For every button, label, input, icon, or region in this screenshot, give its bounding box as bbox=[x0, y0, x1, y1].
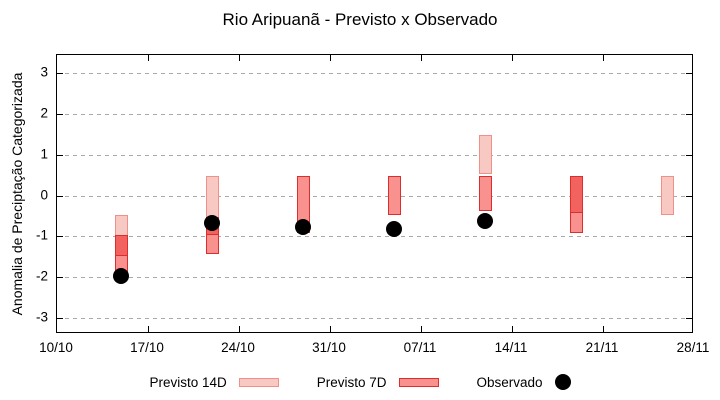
previsto-7d-bar bbox=[478, 176, 492, 211]
x-tick-mark bbox=[239, 55, 240, 61]
gridline bbox=[57, 114, 692, 116]
legend-item-observado: Observado bbox=[477, 374, 571, 390]
gridline bbox=[57, 73, 692, 75]
legend-label-previsto-14d: Previsto 14D bbox=[149, 374, 227, 390]
previsto-7d-bar bbox=[387, 176, 401, 215]
x-tick-label: 14/11 bbox=[494, 340, 528, 355]
observado-dot bbox=[477, 212, 493, 229]
previsto-overlap-bar bbox=[569, 176, 583, 213]
x-tick-mark bbox=[330, 55, 331, 61]
legend: Previsto 14D Previsto 7D Observado bbox=[0, 374, 720, 390]
y-tick-mark bbox=[686, 73, 692, 75]
y-tick-mark bbox=[686, 236, 692, 238]
x-tick-label: 28/11 bbox=[676, 340, 710, 355]
x-tick-mark bbox=[512, 55, 513, 61]
gridline bbox=[57, 195, 692, 197]
y-tick-mark bbox=[57, 114, 63, 116]
y-tick-mark bbox=[57, 195, 63, 197]
legend-item-previsto-14d: Previsto 14D bbox=[149, 374, 279, 390]
x-tick-mark bbox=[603, 326, 604, 332]
observado-dot bbox=[113, 267, 129, 284]
y-tick-mark bbox=[686, 195, 692, 197]
x-tick-mark bbox=[421, 326, 422, 332]
y-tick-mark bbox=[57, 317, 63, 319]
x-tick-label: 07/11 bbox=[403, 340, 437, 355]
y-tick-label: -2 bbox=[35, 268, 48, 284]
y-tick-mark bbox=[686, 317, 692, 319]
gridline bbox=[57, 236, 692, 238]
gridline bbox=[57, 154, 692, 156]
legend-label-previsto-7d: Previsto 7D bbox=[316, 374, 387, 390]
chart-title: Rio Aripuanã - Previsto x Observado bbox=[222, 10, 498, 29]
gridline bbox=[57, 276, 692, 278]
y-tick-mark bbox=[686, 154, 692, 156]
previsto-14d-bar bbox=[660, 176, 674, 215]
y-tick-label: 1 bbox=[40, 146, 48, 162]
x-tick-label: 31/10 bbox=[312, 340, 346, 355]
y-tick-mark bbox=[686, 276, 692, 278]
previsto-overlap-bar bbox=[114, 235, 128, 256]
previsto-14d-bar bbox=[478, 135, 492, 175]
x-tick-mark bbox=[148, 326, 149, 332]
x-tick-mark bbox=[330, 326, 331, 332]
x-tick-label: 17/10 bbox=[130, 340, 164, 355]
x-tick-label: 10/10 bbox=[39, 340, 73, 355]
previsto-7d-swatch-icon bbox=[398, 377, 439, 387]
y-tick-label: -1 bbox=[35, 227, 48, 243]
y-tick-mark bbox=[686, 114, 692, 116]
previsto-14d-swatch-icon bbox=[238, 377, 279, 387]
gridline bbox=[57, 317, 692, 319]
y-tick-label: 0 bbox=[40, 187, 48, 203]
legend-item-previsto-7d: Previsto 7D bbox=[317, 375, 439, 390]
x-tick-mark bbox=[512, 326, 513, 332]
y-tick-label: 2 bbox=[40, 105, 48, 121]
x-tick-label: 24/10 bbox=[221, 340, 255, 355]
y-tick-label: -3 bbox=[35, 309, 48, 325]
x-tick-mark bbox=[239, 326, 240, 332]
observado-dot bbox=[295, 219, 311, 236]
y-tick-mark bbox=[57, 236, 63, 238]
x-tick-mark bbox=[603, 55, 604, 61]
legend-label-observado: Observado bbox=[476, 374, 543, 390]
y-tick-label: 3 bbox=[40, 64, 48, 80]
plot-area bbox=[56, 54, 693, 333]
x-tick-mark bbox=[148, 55, 149, 61]
y-tick-mark bbox=[57, 276, 63, 278]
x-tick-mark bbox=[421, 55, 422, 61]
observado-dot bbox=[386, 221, 402, 238]
x-tick-label: 21/11 bbox=[585, 340, 619, 355]
observado-dot-icon bbox=[554, 374, 571, 390]
y-tick-mark bbox=[57, 154, 63, 156]
y-tick-mark bbox=[57, 73, 63, 75]
observado-dot bbox=[204, 215, 220, 232]
